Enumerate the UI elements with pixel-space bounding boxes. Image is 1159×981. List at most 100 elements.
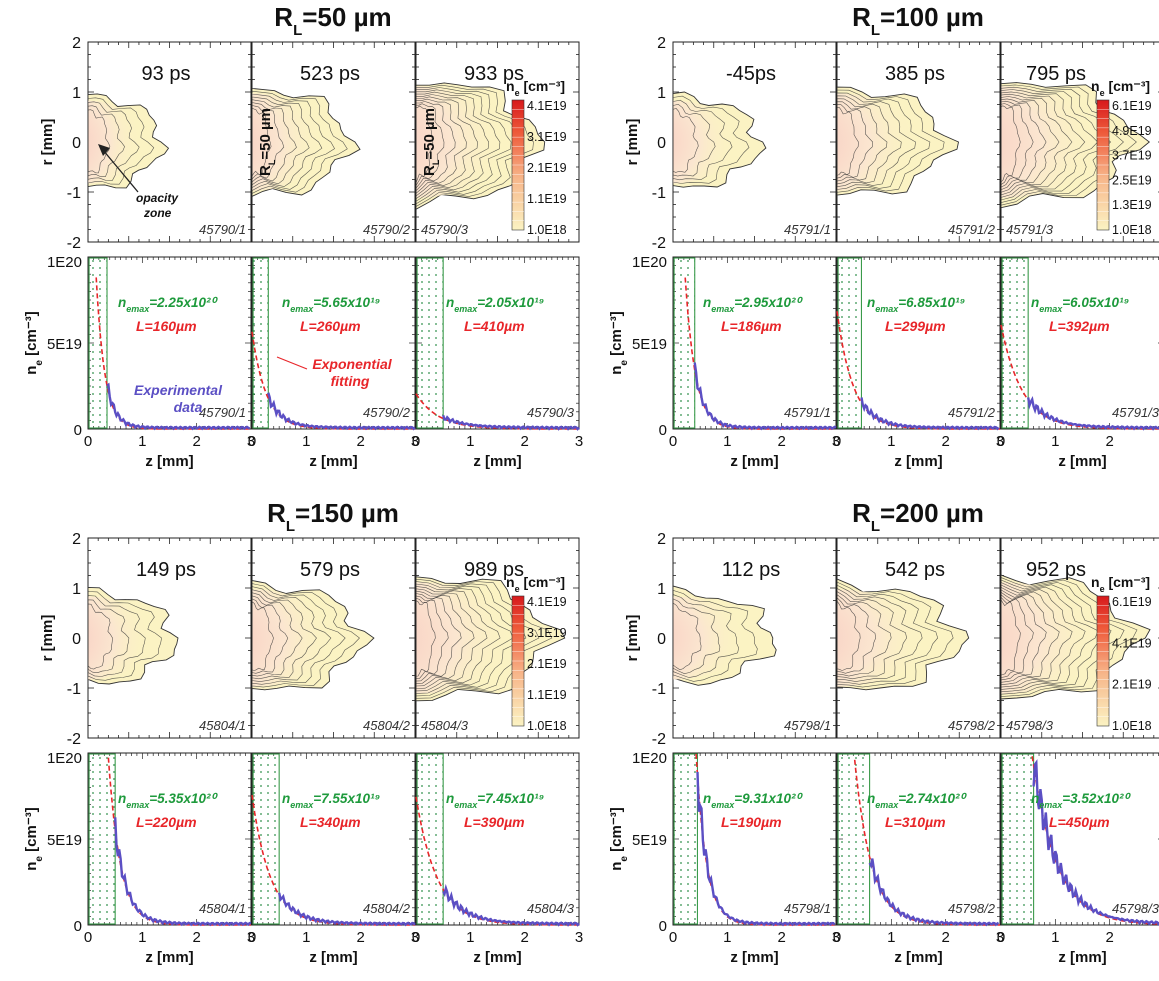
plasma-plume bbox=[88, 93, 170, 189]
plasma-plume bbox=[416, 576, 566, 702]
opacity-zone-box bbox=[416, 753, 444, 925]
plasma-contour-line bbox=[416, 94, 478, 194]
nemax-annotation: nemax=6.85x10¹⁹ bbox=[867, 295, 965, 314]
plasma-contour-line bbox=[837, 584, 939, 687]
profile-xlabel: z [mm] bbox=[730, 949, 778, 966]
profile-ytick: 5E19 bbox=[47, 832, 82, 849]
plasma-contour-line bbox=[252, 90, 348, 194]
colorbar-tick: 1.0E18 bbox=[527, 223, 567, 237]
time-label: 149 ps bbox=[136, 559, 196, 581]
time-label: 93 ps bbox=[142, 63, 191, 85]
plasma-contour-line bbox=[416, 104, 434, 184]
plasma-contour-line bbox=[252, 586, 346, 687]
rl-vertical-label: RL=50 µm bbox=[257, 108, 277, 176]
exponential-pointer bbox=[276, 356, 308, 370]
plasma-contour-line bbox=[837, 581, 954, 690]
profile-xlabel: z [mm] bbox=[145, 453, 193, 470]
profile-xlabel: z [mm] bbox=[730, 453, 778, 470]
plasma-contour-line bbox=[673, 594, 740, 678]
nemax-annotation: nemax=5.35x10²⁰ bbox=[118, 791, 218, 810]
l-annotation: L=392µm bbox=[1049, 318, 1110, 334]
profile-ytick: 5E19 bbox=[47, 336, 82, 353]
profile-xtick: 0 bbox=[412, 929, 420, 946]
plasma-plume bbox=[252, 87, 361, 197]
opacity-zone-box bbox=[1001, 753, 1035, 925]
opacity-zone-box bbox=[416, 257, 444, 429]
plasma-plume bbox=[673, 91, 767, 188]
contour-ytick: -2 bbox=[67, 731, 81, 748]
profile-xtick: 0 bbox=[833, 433, 841, 450]
profile-xtick: 2 bbox=[777, 929, 785, 946]
plasma-core bbox=[88, 100, 143, 184]
colorbar-tick: 2.1E19 bbox=[527, 161, 567, 175]
colorbar-tick: 6.1E19 bbox=[1112, 595, 1152, 609]
opacity-zone-box bbox=[88, 753, 116, 925]
colorbar-tick: 1.0E18 bbox=[527, 719, 567, 733]
plasma-core bbox=[416, 86, 506, 198]
profile-shot-label: 45798/3 bbox=[1112, 901, 1159, 916]
contour-ytick: -1 bbox=[67, 681, 81, 698]
contour-ytick: 1 bbox=[657, 85, 666, 102]
plasma-contour-line bbox=[837, 101, 888, 182]
contour-ytick: 2 bbox=[72, 35, 81, 52]
time-label: -45ps bbox=[726, 63, 776, 85]
plasma-contour-line bbox=[416, 585, 514, 692]
nemax-annotation: nemax=2.25x10²⁰ bbox=[118, 295, 218, 314]
plasma-contour-line bbox=[837, 107, 859, 176]
plasma-contour-line bbox=[416, 99, 456, 189]
nemax-annotation: nemax=6.05x10¹⁹ bbox=[1031, 295, 1129, 314]
contour-ylabel: r [mm] bbox=[624, 615, 641, 662]
plasma-contour-line bbox=[1001, 89, 1099, 198]
profile-xlabel: z [mm] bbox=[309, 453, 357, 470]
plasma-core bbox=[252, 93, 325, 191]
plasma-contour-line bbox=[837, 98, 902, 185]
plasma-core bbox=[416, 582, 516, 694]
exponential-label: fitting bbox=[331, 373, 370, 389]
profile-shot-label: 45791/1 bbox=[784, 405, 831, 420]
profile-xtick: 2 bbox=[356, 433, 364, 450]
plasma-contour-line bbox=[1001, 591, 1060, 684]
profile-xtick: 0 bbox=[248, 433, 256, 450]
opacity-zone-box bbox=[837, 257, 863, 429]
plasma-contour-line bbox=[1001, 84, 1124, 203]
plasma-contour-line bbox=[1001, 104, 1021, 183]
contour-ytick: -1 bbox=[652, 681, 666, 698]
group-1: RL=50 µmr [mm]210-1-2ne [cm⁻³]1E205E1909… bbox=[23, 2, 583, 470]
group-3: RL=150 µm r [mm] 2 1 0 -1 -2 ne [cm⁻³] 1E20 5E19 0… bbox=[23, 498, 583, 966]
profile-ylabel: ne [cm⁻³] bbox=[23, 807, 45, 870]
plasma-contour-line bbox=[88, 101, 140, 181]
plasma-contour-line bbox=[1001, 579, 1125, 696]
colorbar-tick: 2.5E19 bbox=[1112, 173, 1152, 187]
profile-xtick: 1 bbox=[1051, 929, 1059, 946]
profile-xtick: 0 bbox=[669, 929, 677, 946]
colorbar-tick: 6.1E19 bbox=[1112, 99, 1152, 113]
time-label: 579 ps bbox=[300, 559, 360, 581]
experimental-data-line bbox=[1027, 395, 1159, 431]
profile-xtick: 3 bbox=[411, 929, 419, 946]
plasma-contour-line bbox=[1001, 92, 1086, 196]
profile-xtick: 1 bbox=[466, 433, 474, 450]
colorbar-tick: 1.0E18 bbox=[1112, 223, 1152, 237]
plasma-contour-line bbox=[252, 583, 360, 690]
contour-ytick: 0 bbox=[72, 631, 81, 648]
profile-xtick: 0 bbox=[669, 433, 677, 450]
plasma-plume bbox=[1001, 80, 1151, 209]
l-annotation: L=260µm bbox=[300, 318, 361, 334]
time-label: 989 ps bbox=[464, 559, 524, 581]
contour-ytick: -2 bbox=[652, 731, 666, 748]
profile-xlabel: z [mm] bbox=[145, 949, 193, 966]
profile-shot-label: 45790/2 bbox=[363, 405, 411, 420]
nemax-annotation: nemax=9.31x10²⁰ bbox=[703, 791, 803, 810]
contour-ytick: 0 bbox=[72, 135, 81, 152]
plasma-contour-line bbox=[1001, 594, 1047, 681]
profile-shot-label: 45790/3 bbox=[527, 405, 575, 420]
shot-label: 45790/2 bbox=[363, 222, 411, 237]
colorbar-tick: 2.1E19 bbox=[1112, 678, 1152, 692]
experimental-data-line bbox=[868, 858, 1000, 927]
plasma-contour-line bbox=[416, 89, 501, 200]
colorbar-tick: 1.1E19 bbox=[527, 688, 567, 702]
profile-xtick: 0 bbox=[84, 433, 92, 450]
profile-ytick: 1E20 bbox=[632, 254, 667, 271]
profile-xlabel: z [mm] bbox=[309, 949, 357, 966]
